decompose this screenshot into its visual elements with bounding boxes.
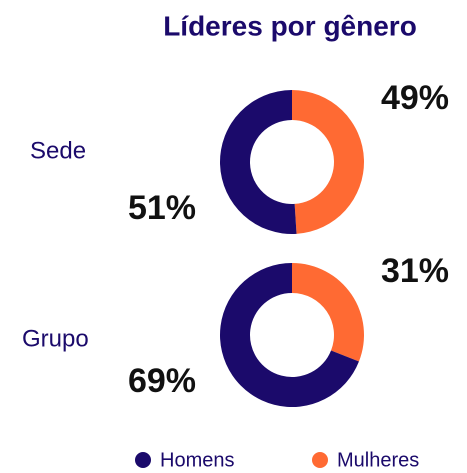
donut-segment [292,90,365,234]
value-label: 51% [128,189,196,227]
donut-segment [292,263,365,362]
title: Líderes por gênero [163,10,417,41]
value-label: 31% [381,252,449,290]
legend-label: Homens [160,449,234,471]
legend-label: Mulheres [337,449,419,471]
chart-label: Grupo [22,325,89,352]
legend-swatch [312,452,328,468]
value-label: 69% [128,362,196,400]
donut-segment [219,263,359,407]
legend-swatch [135,452,151,468]
donut-segment [220,90,297,234]
value-label: 49% [381,79,449,117]
chart-label: Sede [30,137,86,164]
